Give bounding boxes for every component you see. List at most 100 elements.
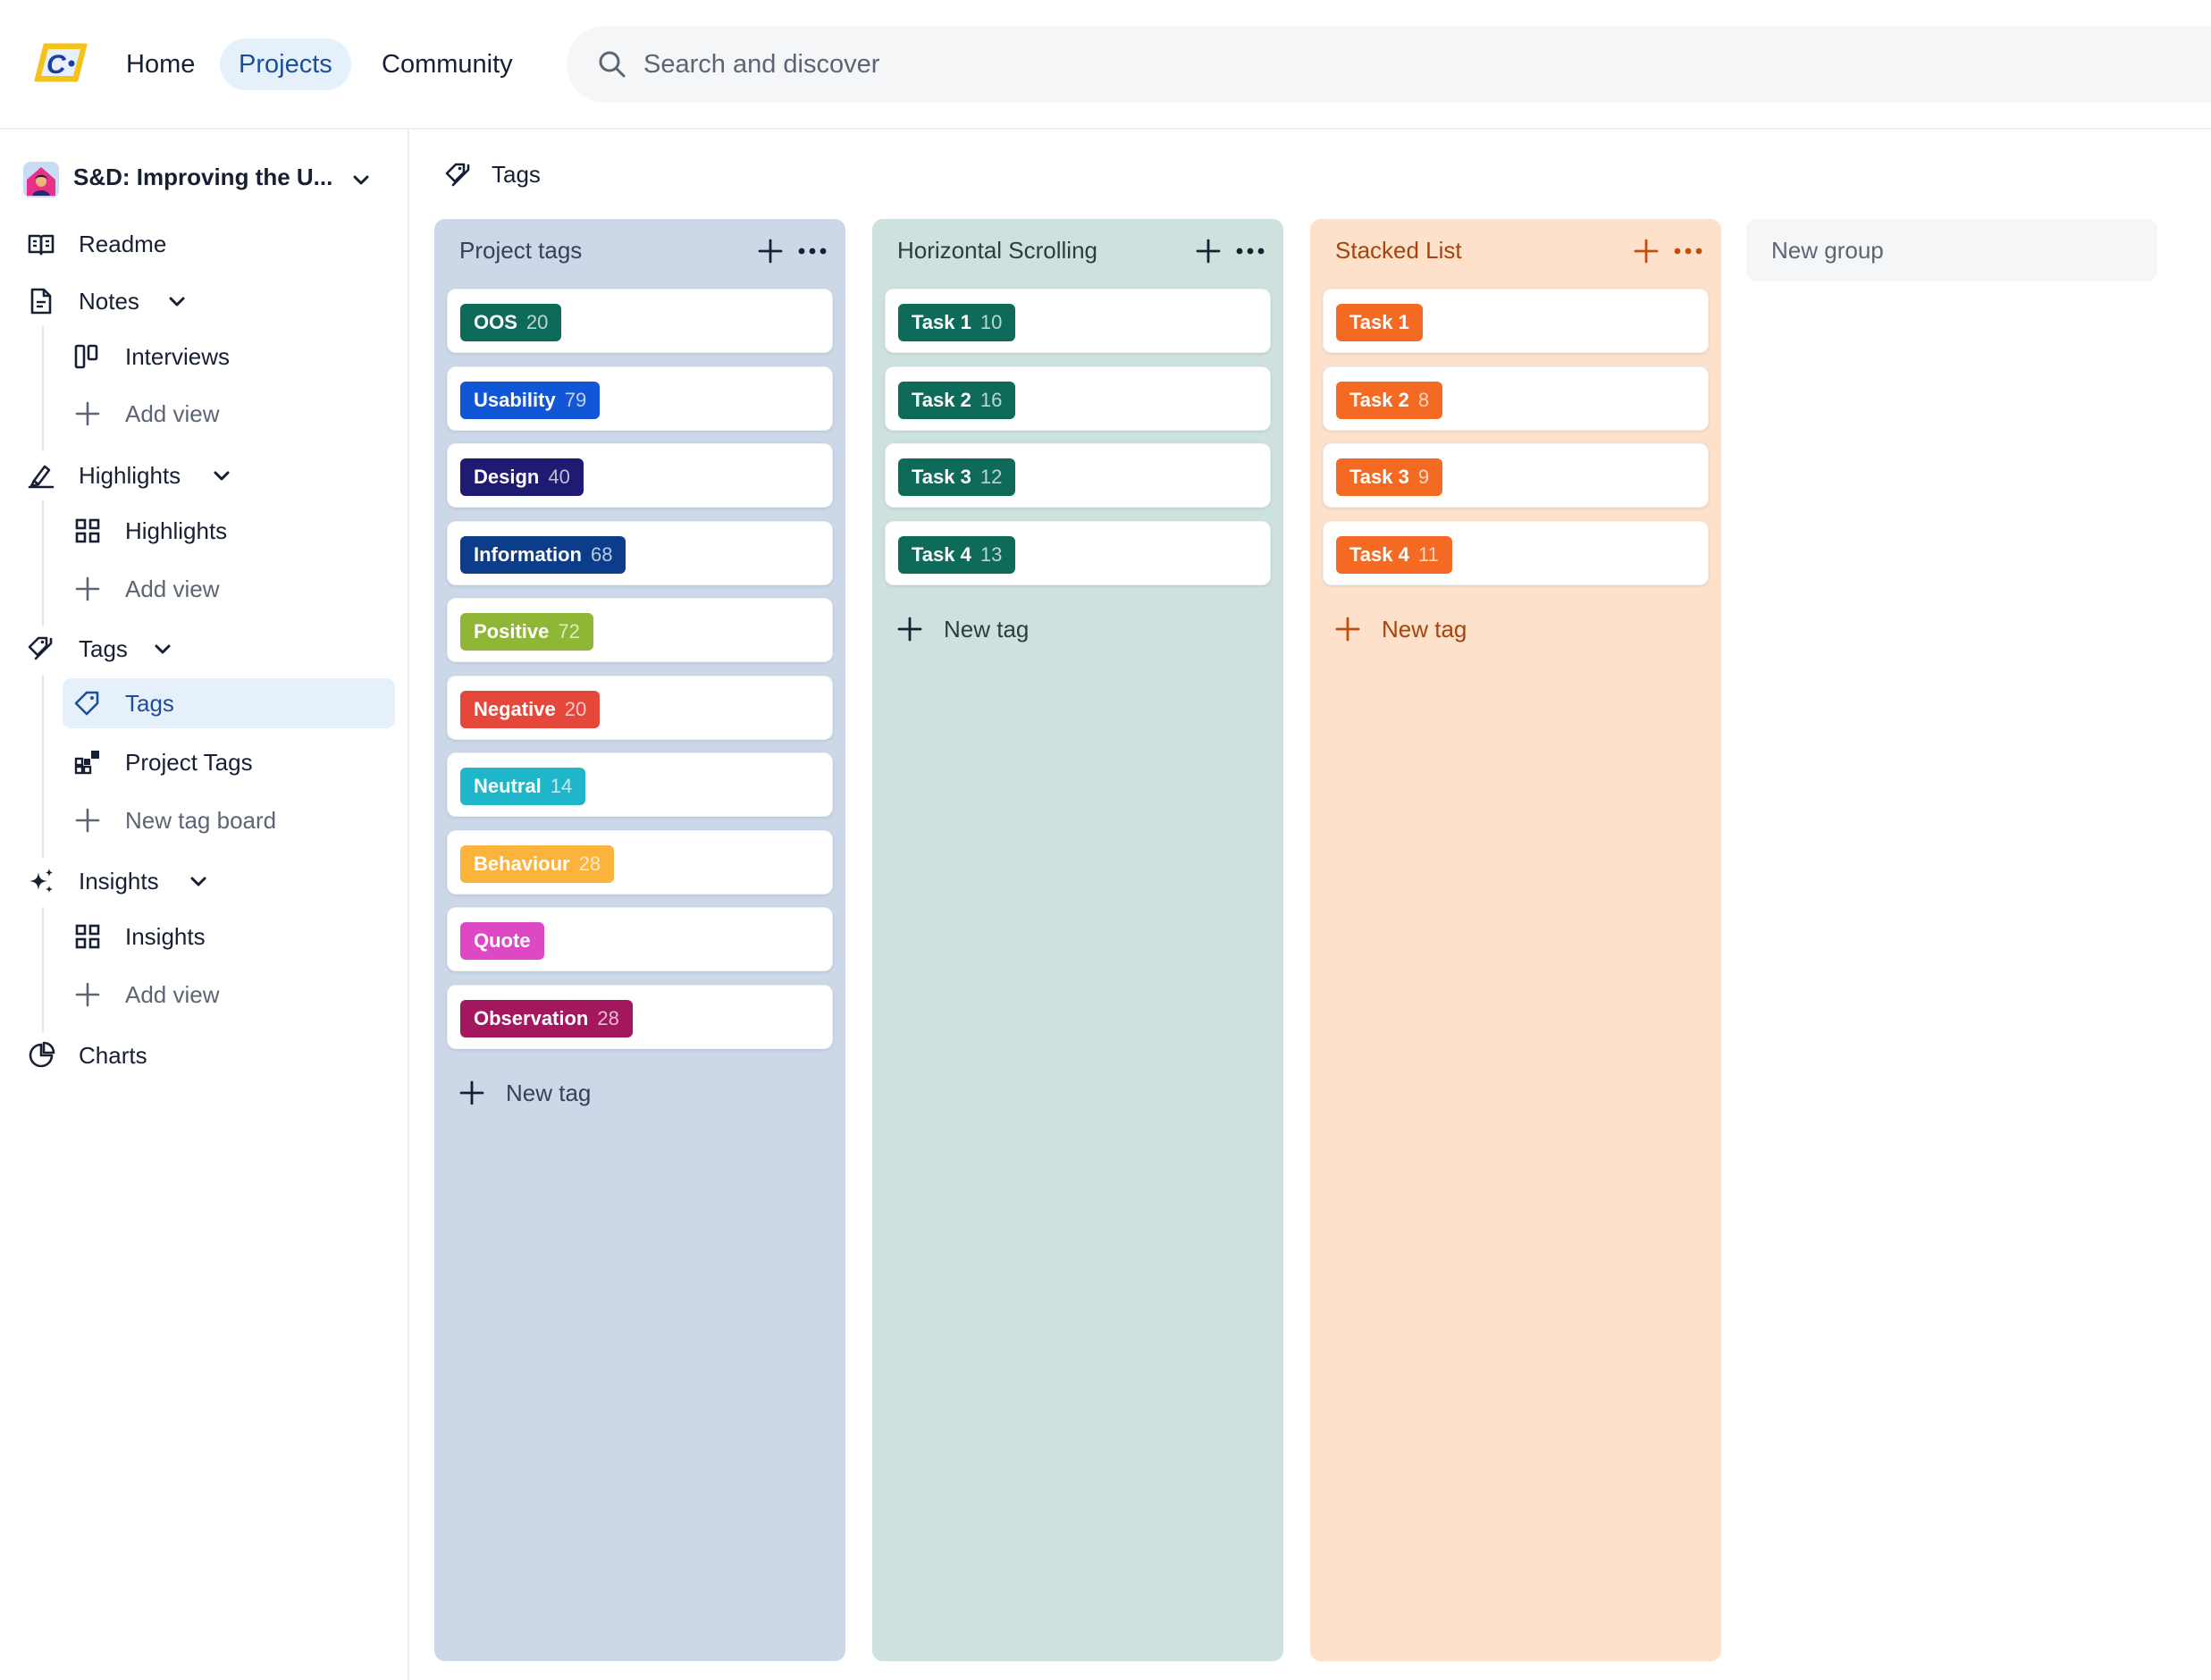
more-options-icon[interactable] <box>797 239 828 264</box>
sidebar-item-label: Interviews <box>125 343 231 370</box>
tag-name: Information <box>474 543 582 566</box>
tag-pill: Negative 20 <box>460 691 601 728</box>
tag-name: Task 2 <box>912 389 971 411</box>
sidebar-item-insights-view[interactable]: Insights <box>73 911 395 962</box>
new-tag-label: New tag <box>506 1079 592 1106</box>
tag-count: 8 <box>1417 389 1430 411</box>
project-selector[interactable]: S&D: Improving the U... <box>21 155 379 205</box>
tag-card[interactable]: Information 68 <box>447 521 833 585</box>
add-view-button[interactable]: Add view <box>73 389 395 439</box>
plus-icon[interactable] <box>1634 239 1659 264</box>
nav-community[interactable]: Community <box>382 50 513 79</box>
tag-card[interactable]: Neutral 14 <box>447 752 833 817</box>
tag-name: Positive <box>474 620 550 643</box>
tag-count: 72 <box>558 620 580 643</box>
tag-card[interactable]: Quote <box>447 907 833 971</box>
tag-card[interactable]: Negative 20 <box>447 676 833 740</box>
sidebar-item-label: Insights <box>125 923 206 950</box>
tag-name: Usability <box>474 389 556 411</box>
sidebar-item-project-tags[interactable]: Project Tags <box>73 737 395 787</box>
search-bar[interactable] <box>567 26 2211 103</box>
more-options-icon[interactable] <box>1673 239 1703 264</box>
sidebar-item-readme[interactable]: Readme <box>27 219 384 269</box>
group-title[interactable]: Horizontal Scrolling <box>897 237 1097 264</box>
chevron-down-icon[interactable] <box>350 169 372 190</box>
plus-icon <box>75 982 100 1007</box>
more-options-icon[interactable] <box>1235 239 1265 264</box>
sidebar-item-label: Add view <box>125 400 220 427</box>
chevron-down-icon[interactable] <box>188 870 209 892</box>
tag-card[interactable]: Behaviour 28 <box>447 830 833 895</box>
tag-card[interactable]: Task 2 8 <box>1323 366 1709 431</box>
tag-name: Task 4 <box>1349 543 1409 566</box>
tag-count: 12 <box>979 466 1003 488</box>
tree-line <box>42 907 44 1032</box>
tag-card[interactable]: Design 40 <box>447 443 833 508</box>
tag-pill: Quote <box>460 922 544 960</box>
sidebar-item-label: Highlights <box>79 462 181 489</box>
document-icon <box>30 288 52 315</box>
sidebar-item-label: Insights <box>79 868 159 895</box>
sidebar-item-tags[interactable]: Tags <box>27 624 206 674</box>
sidebar-item-label: Highlights <box>125 517 228 544</box>
tag-count: 79 <box>564 389 587 411</box>
tag-name: Task 2 <box>1349 389 1409 411</box>
tag-count: 9 <box>1417 466 1430 488</box>
sidebar-item-highlights[interactable]: Highlights <box>27 450 250 500</box>
chevron-down-icon[interactable] <box>152 638 173 659</box>
tag-card[interactable]: Task 1 <box>1323 289 1709 353</box>
sidebar-item-label: Charts <box>79 1042 147 1069</box>
chevron-down-icon[interactable] <box>211 465 232 486</box>
sidebar-item-label: New tag board <box>125 807 277 834</box>
sidebar-item-notes[interactable]: Notes <box>27 276 206 326</box>
kanban-icon <box>74 344 98 369</box>
new-group-button[interactable]: New group <box>1746 219 2157 281</box>
tag-card[interactable]: Positive 72 <box>447 598 833 662</box>
sidebar-item-label: Tags <box>79 635 128 662</box>
pie-chart-icon <box>29 1041 55 1068</box>
plus-icon[interactable] <box>1196 239 1221 264</box>
group-title[interactable]: Stacked List <box>1335 237 1462 264</box>
new-tag-label: New tag <box>1382 616 1467 643</box>
sidebar-item-label: Readme <box>79 231 167 257</box>
tags-icon <box>28 636 53 660</box>
sidebar-item-interviews[interactable]: Interviews <box>73 332 395 382</box>
tag-name: Task 1 <box>1349 311 1409 333</box>
new-tag-board-button[interactable]: New tag board <box>73 795 395 845</box>
tag-card[interactable]: Task 4 11 <box>1323 521 1709 585</box>
search-input[interactable] <box>643 42 1627 87</box>
sidebar-item-highlights-view[interactable]: Highlights <box>73 506 395 556</box>
tag-pill: Task 4 13 <box>898 536 1016 574</box>
plus-icon <box>459 1080 484 1105</box>
tag-card[interactable]: OOS 20 <box>447 289 833 353</box>
tag-card[interactable]: Task 3 9 <box>1323 443 1709 508</box>
group-title[interactable]: Project tags <box>459 237 583 264</box>
chevron-down-icon[interactable] <box>166 290 188 312</box>
tag-pill: Positive 72 <box>460 613 593 651</box>
sidebar-item-insights[interactable]: Insights <box>27 856 250 906</box>
tag-card[interactable]: Task 4 13 <box>885 521 1271 585</box>
tag-name: Negative <box>474 698 556 720</box>
tag-card[interactable]: Task 3 12 <box>885 443 1271 508</box>
plus-icon[interactable] <box>758 239 783 264</box>
tag-pill: Task 3 9 <box>1336 458 1443 496</box>
tag-card[interactable]: Task 1 10 <box>885 289 1271 353</box>
tag-name: Task 4 <box>912 543 971 566</box>
tag-pill: Task 1 <box>1336 304 1423 341</box>
tag-card[interactable]: Usability 79 <box>447 366 833 431</box>
tag-card[interactable]: Task 2 16 <box>885 366 1271 431</box>
tag-name: OOS <box>474 311 517 333</box>
tag-card[interactable]: Observation 28 <box>447 985 833 1049</box>
nav-home[interactable]: Home <box>126 50 196 79</box>
sidebar: S&D: Improving the U... Readme Notes <box>0 130 409 1680</box>
nav-projects[interactable]: Projects <box>220 38 351 90</box>
app-logo[interactable]: C <box>32 39 89 86</box>
sidebar-item-charts[interactable]: Charts <box>27 1030 384 1080</box>
sidebar-item-tags-view[interactable]: Tags <box>63 678 395 728</box>
add-view-button[interactable]: Add view <box>73 970 395 1020</box>
tag-name: Design <box>474 466 540 488</box>
highlighter-icon <box>28 465 55 489</box>
add-view-button[interactable]: Add view <box>73 564 395 614</box>
tag-pill: Task 2 8 <box>1336 382 1443 419</box>
tag-count: 40 <box>548 466 570 488</box>
